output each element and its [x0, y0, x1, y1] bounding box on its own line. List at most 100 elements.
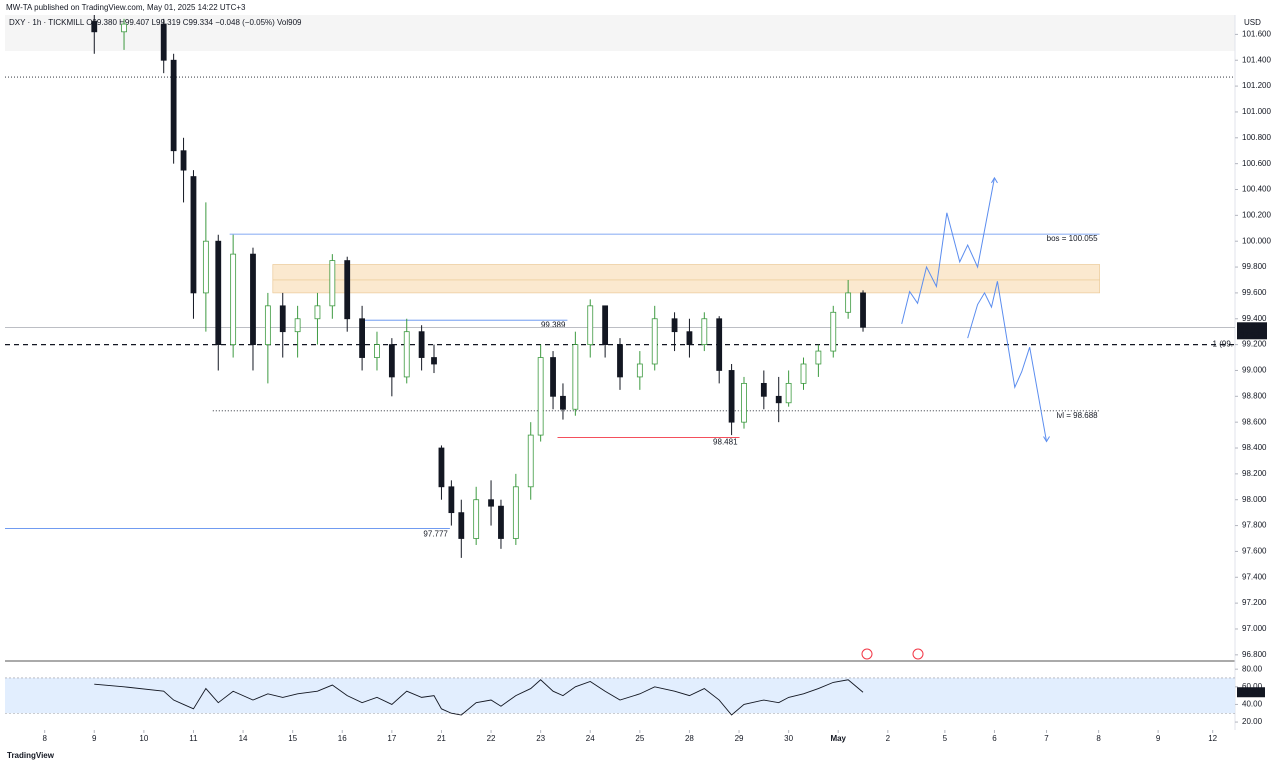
x-tick-label: 16: [338, 734, 347, 743]
candle-body: [344, 260, 351, 320]
level-label: 97.777: [423, 530, 448, 539]
y-tick-label: 100.600: [1242, 159, 1271, 168]
x-tick-label: 24: [586, 734, 595, 743]
candle-body: [170, 59, 177, 152]
level-label: lvl = 98.688: [1056, 411, 1098, 420]
level-label: 98.481: [713, 438, 738, 447]
y-tick-label: 98.800: [1242, 391, 1267, 400]
y-tick-label: 101.600: [1242, 29, 1271, 38]
x-tick-label: 25: [635, 734, 644, 743]
candle-body: [686, 331, 693, 346]
y-tick-label: 101.200: [1242, 81, 1271, 90]
rsi-tick-label: 40.00: [1242, 700, 1263, 709]
candle-body: [473, 499, 480, 539]
x-tick-label: 28: [685, 734, 694, 743]
legend-band: [5, 15, 1235, 51]
candle-body: [279, 305, 286, 333]
us-flag: [861, 648, 873, 660]
y-tick-label: 99.600: [1242, 288, 1267, 297]
y-tick-label: 97.200: [1242, 598, 1267, 607]
candle-body: [294, 318, 301, 333]
y-tick-label: 98.200: [1242, 469, 1267, 478]
x-tick-label: 30: [784, 734, 793, 743]
candle-body: [374, 344, 380, 358]
x-tick-label: 10: [139, 734, 148, 743]
candle-body: [91, 21, 98, 33]
x-tick-label: 14: [239, 734, 248, 743]
countdown-label: 37:53: [1240, 330, 1261, 339]
candle-body: [572, 344, 579, 410]
x-tick-label: 12: [1208, 734, 1217, 743]
candle-body: [775, 395, 782, 404]
y-tick-label: 99.000: [1242, 366, 1267, 375]
candle-body: [314, 305, 321, 320]
candle-body: [701, 318, 708, 346]
candle-body: [431, 357, 437, 365]
candle-body: [830, 311, 837, 352]
candle-body: [728, 370, 735, 423]
candle-body: [860, 292, 866, 328]
x-tick-label: 9: [1156, 734, 1161, 743]
candle-body: [418, 331, 425, 358]
candle-body: [498, 505, 504, 539]
brand: TradingView: [7, 751, 55, 760]
candle-body: [438, 447, 445, 488]
rsi-tag-label: 53.83: [1240, 687, 1261, 696]
event-flags: [861, 648, 924, 660]
candle-body: [587, 305, 594, 346]
y-tick-label: 100.800: [1242, 133, 1271, 142]
x-tick-label: 5: [943, 734, 948, 743]
x-tick-label: 8: [42, 734, 47, 743]
candle-body: [230, 253, 237, 346]
rsi-line: [94, 679, 864, 716]
supply-zone: [272, 264, 1100, 294]
currency-label: USD: [1244, 18, 1261, 27]
y-tick-label: 99.800: [1242, 262, 1267, 271]
level-label: bos = 100.055: [1047, 234, 1098, 243]
rsi-tag: [1237, 687, 1265, 698]
y-tick-label: 101.400: [1242, 55, 1271, 64]
y-tick-label: 100.200: [1242, 210, 1271, 219]
rsi-band: [5, 677, 1235, 714]
y-tick-label: 97.400: [1242, 572, 1267, 581]
candle-body: [800, 363, 807, 384]
level-label: 99.389: [541, 320, 566, 329]
x-tick-label: 15: [288, 734, 297, 743]
y-tick-label: 97.000: [1242, 624, 1267, 633]
x-tick-label: 6: [992, 734, 997, 743]
rsi-tick-label: 80.00: [1242, 664, 1263, 673]
x-tick-label: 21: [437, 734, 446, 743]
candle-body: [760, 382, 767, 397]
ohlc-legend: DXY · 1h · TICKMILL O99.380 H99.407 L99.…: [9, 18, 302, 27]
x-tick-label: 11: [189, 734, 198, 743]
candle-body: [636, 363, 643, 378]
candle-body: [264, 305, 271, 346]
candle-body: [488, 499, 494, 507]
projection-path: [901, 177, 995, 325]
y-tick-label: 101.000: [1242, 107, 1271, 116]
candle-body: [785, 382, 792, 404]
candle-body: [190, 176, 197, 294]
x-tick-label: 22: [487, 734, 496, 743]
y-tick-label: 98.000: [1242, 495, 1267, 504]
projection-path: [967, 281, 1048, 442]
candle-body: [537, 357, 544, 436]
x-tick-label: 23: [536, 734, 545, 743]
candle-body: [160, 23, 167, 61]
candle-body: [359, 318, 365, 358]
y-tick-label: 100.000: [1242, 236, 1271, 245]
x-tick-label: 8: [1096, 734, 1101, 743]
candle-body: [215, 240, 222, 346]
x-tick-label: 9: [92, 734, 97, 743]
candle-body: [617, 344, 623, 378]
candle-body: [845, 292, 852, 313]
rsi-tick-label: 20.00: [1242, 717, 1263, 726]
candle-body: [815, 350, 822, 365]
y-tick-label: 99.400: [1242, 314, 1267, 323]
y-tick-label: 98.600: [1242, 417, 1267, 426]
level-label: 1 (99.: [1213, 340, 1233, 349]
candle-body: [671, 318, 678, 333]
x-tick-label: 17: [387, 734, 396, 743]
price-tag-label: 99.334: [1240, 322, 1265, 331]
candle-body: [602, 305, 609, 346]
